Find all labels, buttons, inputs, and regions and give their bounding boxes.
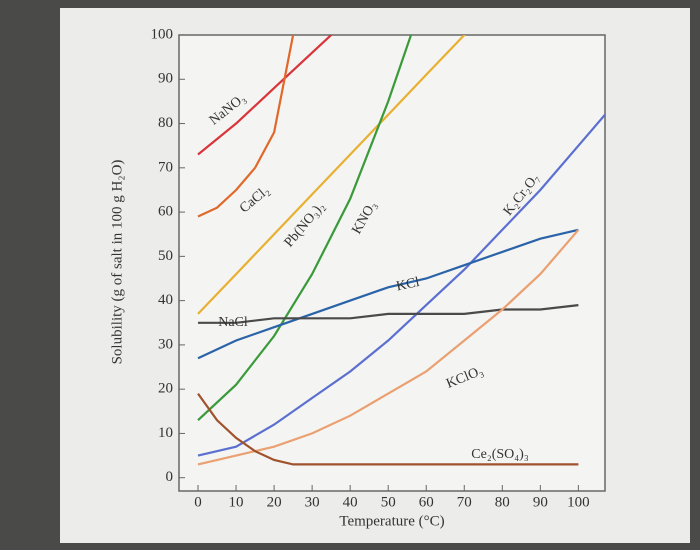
x-tick-label: 40	[343, 494, 358, 510]
x-tick-label: 50	[381, 494, 396, 510]
y-tick-label: 40	[158, 292, 173, 308]
series-line	[198, 304, 579, 324]
y-tick-label: 100	[151, 26, 174, 42]
x-tick-label: 90	[533, 494, 548, 510]
y-tick-label: 50	[158, 248, 173, 264]
y-tick-label: 30	[158, 336, 173, 352]
x-tick-label: 80	[495, 494, 510, 510]
y-tick-label: 60	[158, 204, 173, 220]
x-tick-label: 10	[229, 494, 244, 510]
x-axis-label: Temperature (°C)	[339, 513, 444, 529]
y-tick-label: 90	[158, 71, 173, 87]
lines	[197, 35, 605, 466]
series-line	[197, 228, 579, 360]
y-tick-label: 80	[158, 115, 173, 131]
series-line	[197, 35, 333, 156]
y-tick-label: 10	[158, 425, 173, 441]
x-tick-label: 30	[305, 494, 320, 510]
x-tick-label: 60	[419, 494, 434, 510]
series-line	[197, 113, 605, 457]
x-tick-label: 100	[567, 494, 590, 510]
y-tick-label: 70	[158, 159, 173, 175]
y-tick-label: 20	[158, 381, 173, 397]
series-label: NaCl	[218, 315, 248, 330]
series-line	[197, 35, 413, 422]
series-label: KCl	[395, 275, 421, 295]
y-tick-label: 0	[166, 469, 174, 485]
series-line	[197, 35, 295, 218]
series-line	[197, 392, 579, 466]
series-line	[197, 229, 580, 466]
series-line	[197, 35, 466, 315]
x-tick-label: 0	[194, 494, 202, 510]
y-axis-label: Solubility (g of salt in 100 g H₂O)	[109, 160, 125, 365]
series-label: Ce₂(SO₄)₃	[471, 447, 529, 462]
x-tick-label: 20	[267, 494, 282, 510]
x-tick-label: 70	[457, 494, 472, 510]
